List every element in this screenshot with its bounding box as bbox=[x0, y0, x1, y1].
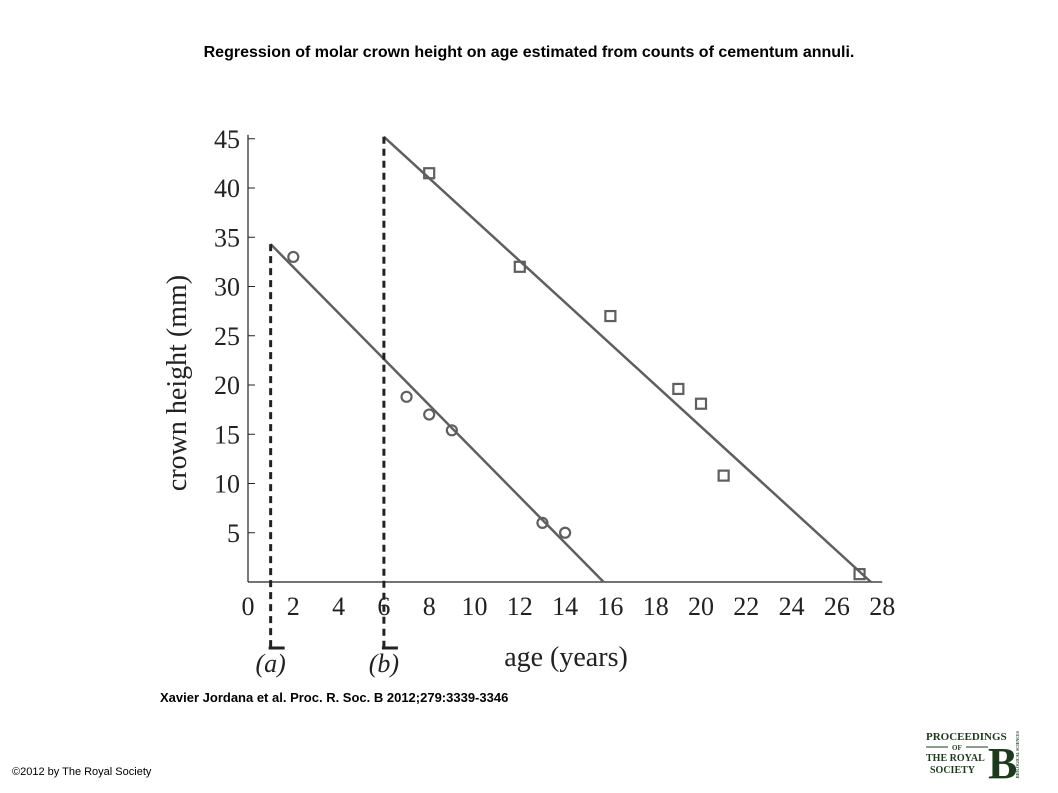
data-point-circle bbox=[400, 390, 413, 403]
vertical-markers: (a) (b) bbox=[255, 136, 399, 678]
x-tick-label: 12 bbox=[507, 592, 533, 621]
logo-line-4: SOCIETY bbox=[930, 765, 976, 776]
x-tick-label: 20 bbox=[688, 592, 714, 621]
y-tick-label: 20 bbox=[214, 371, 240, 400]
y-tick-label: 10 bbox=[214, 470, 240, 499]
data-point-circle bbox=[423, 408, 436, 421]
x-tick-label: 16 bbox=[597, 592, 623, 621]
data-point-circle bbox=[536, 516, 549, 530]
y-tick-label: 5 bbox=[227, 519, 240, 548]
y-tick-label: 25 bbox=[214, 322, 240, 351]
y-tick-label: 15 bbox=[214, 420, 240, 449]
data-point-square bbox=[694, 397, 708, 410]
logo-line-2: OF bbox=[952, 744, 962, 752]
data-point-square bbox=[513, 260, 526, 273]
data-points bbox=[287, 167, 866, 581]
copyright: ©2012 by The Royal Society bbox=[12, 766, 152, 778]
y-tick-label: 30 bbox=[214, 273, 240, 302]
fit-line-b bbox=[383, 135, 872, 583]
x-tick-label: 24 bbox=[779, 592, 805, 621]
data-point-circle bbox=[445, 424, 458, 437]
x-tick-label: 18 bbox=[643, 592, 669, 621]
logo-line-1: PROCEEDINGS bbox=[926, 731, 1007, 743]
x-tick-label: 2 bbox=[287, 592, 300, 621]
logo-side-text: BIOLOGICAL SCIENCES bbox=[1015, 730, 1020, 778]
data-point-square bbox=[853, 568, 866, 581]
x-tick-label: 26 bbox=[824, 592, 850, 621]
y-axis-label: crown height (mm) bbox=[162, 275, 193, 491]
data-point-circle bbox=[287, 250, 300, 264]
data-point-circle bbox=[558, 526, 572, 539]
x-axis-label: age (years) bbox=[504, 642, 628, 673]
vertical-marker-label: (a) bbox=[255, 649, 285, 678]
axes: 5101520253035404502468101214161820222426… bbox=[214, 125, 895, 621]
x-tick-label: 10 bbox=[462, 592, 488, 621]
chart-title: Regression of molar crown height on age … bbox=[203, 44, 855, 61]
x-tick-label: 4 bbox=[332, 592, 345, 621]
logo-line-3: THE ROYAL bbox=[926, 753, 985, 764]
x-tick-label: 22 bbox=[733, 592, 759, 621]
vertical-marker-label: (b) bbox=[369, 649, 399, 678]
y-tick-label: 35 bbox=[214, 223, 240, 252]
data-point-square bbox=[423, 167, 436, 180]
data-point-square bbox=[717, 469, 730, 482]
y-tick-label: 40 bbox=[214, 174, 240, 203]
y-tick-label: 45 bbox=[214, 125, 240, 154]
logo-letter: B bbox=[988, 739, 1017, 780]
x-tick-label: 8 bbox=[423, 592, 436, 621]
x-tick-label: 14 bbox=[552, 592, 578, 621]
proceedings-logo: PROCEEDINGS OF THE ROYAL SOCIETY B BIOLO… bbox=[926, 730, 1020, 780]
fit-lines bbox=[269, 135, 872, 583]
x-tick-label: 28 bbox=[869, 592, 895, 621]
x-tick-label: 0 bbox=[242, 592, 255, 621]
citation: Xavier Jordana et al. Proc. R. Soc. B 20… bbox=[160, 690, 509, 705]
data-point-square bbox=[604, 309, 617, 323]
fit-line-a bbox=[269, 243, 605, 583]
data-point-square bbox=[672, 382, 685, 396]
